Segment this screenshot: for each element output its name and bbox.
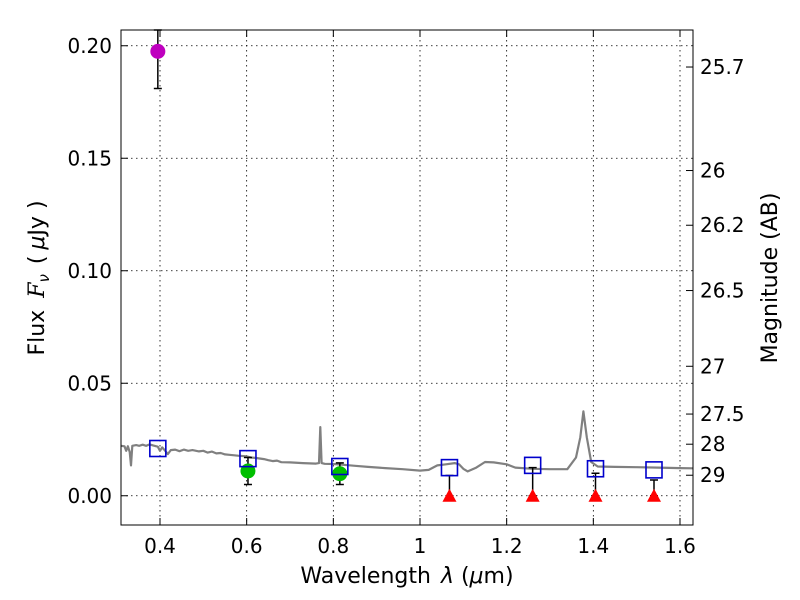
y-axis-title-word: Flux — [25, 310, 50, 356]
x-tick-label-4: 1.2 — [491, 534, 523, 558]
y2-tick-label-5: 27.5 — [700, 402, 745, 426]
y-tick-label-2: 0.10 — [67, 259, 112, 283]
x-axis-unit-rest: m) — [484, 564, 514, 589]
x-tick-label-2: 0.8 — [317, 534, 349, 558]
y-axis-unit-mu: μ — [25, 236, 50, 251]
marker-layer — [149, 43, 663, 502]
marker-square-model-synthetic-photometry-2 — [331, 457, 349, 476]
x-axis-title-word: Wavelength — [300, 564, 431, 589]
y-axis-unit-open: ( — [25, 256, 50, 265]
y2-tick-label-3: 26.5 — [700, 279, 745, 303]
grid-lines — [121, 30, 693, 525]
y2-tick-label-6: 28 — [700, 432, 725, 456]
y-tick-label-4: 0.20 — [67, 34, 112, 58]
x-tick-label-5: 1.4 — [577, 534, 609, 558]
x-tick-label-3: 1 — [414, 534, 427, 558]
y2-axis-title: Magnitude (AB) — [758, 193, 783, 364]
marker-triangle-upper-limits-1 — [525, 488, 540, 502]
marker-square-model-synthetic-photometry-3 — [440, 458, 459, 477]
y2-tick-label-2: 26.2 — [700, 213, 745, 237]
marker-triangle-upper-limits-3 — [647, 488, 661, 502]
marker-triangle-upper-limits-0 — [442, 488, 457, 502]
y-axis-unit-rest: Jy ) — [25, 200, 50, 237]
y-tick-label-3: 0.15 — [67, 146, 112, 170]
marker-circle-magenta-detection-0 — [150, 43, 166, 59]
y2-tick-label-1: 26 — [700, 159, 725, 183]
x-tick-label-1: 0.6 — [231, 534, 263, 558]
y2-tick-label-0: 25.7 — [700, 55, 745, 79]
y2-tick-label-4: 27 — [700, 354, 725, 378]
x-axis-title: Wavelength λ (μm) — [300, 564, 513, 589]
x-tick-label-6: 1.6 — [664, 534, 696, 558]
marker-square-model-synthetic-photometry-4 — [523, 456, 542, 475]
y-axis-symbol-sub: ν — [35, 274, 53, 282]
marker-triangle-upper-limits-2 — [588, 488, 603, 502]
marker-square-model-synthetic-photometry-5 — [586, 459, 605, 478]
model-sed-line — [120, 410, 694, 473]
plot-background — [121, 30, 693, 525]
marker-square-model-synthetic-photometry-1 — [239, 449, 257, 468]
x-axis-lambda: λ — [440, 564, 454, 589]
y-axis-title: Flux Fν ( μJy ) — [25, 200, 53, 355]
x-axis-unit-open: ( — [454, 564, 470, 589]
y-axis-symbol: F — [25, 282, 50, 299]
plot-frame — [120, 29, 694, 526]
tick-layer: 0.4 0.6 0.8 1 1.2 1.4 1.6 0.00 0.05 0.10 0.15 0.20 2… — [67, 30, 745, 558]
x-axis-unit-mu: μ — [469, 564, 484, 589]
marker-square-model-synthetic-photometry-6 — [645, 461, 663, 479]
marker-circle-green-detections-0 — [240, 463, 256, 479]
model-sed-layer — [120, 410, 694, 473]
marker-square-model-synthetic-photometry-0 — [149, 439, 167, 458]
x-tick-label-0: 0.4 — [144, 534, 176, 558]
y-tick-label-1: 0.05 — [67, 371, 112, 395]
y-tick-label-0: 0.00 — [67, 484, 112, 508]
y2-tick-label-7: 29 — [700, 463, 725, 487]
